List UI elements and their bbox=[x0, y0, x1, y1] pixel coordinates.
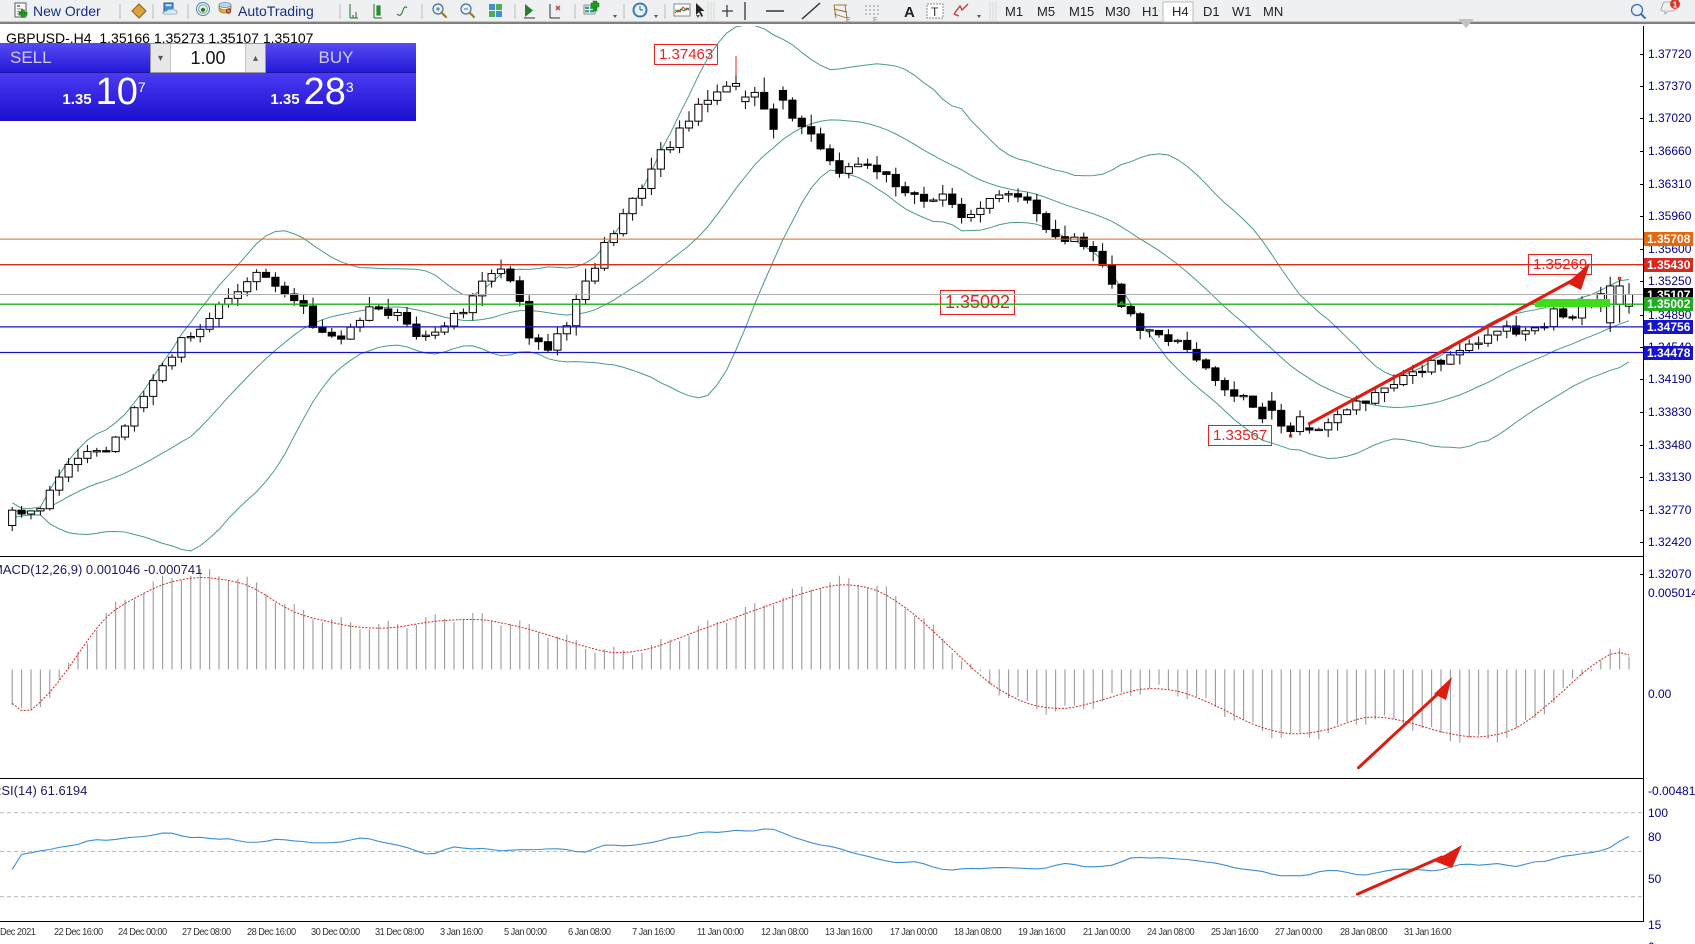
svg-text:M1: M1 bbox=[1005, 4, 1023, 19]
svg-text:W1: W1 bbox=[1232, 4, 1252, 19]
svg-text:New Order: New Order bbox=[33, 3, 101, 19]
svg-text:M30: M30 bbox=[1105, 4, 1130, 19]
svg-text:M15: M15 bbox=[1069, 4, 1094, 19]
svg-text:H1: H1 bbox=[1142, 4, 1159, 19]
svg-text:T: T bbox=[931, 5, 939, 19]
svg-text:F: F bbox=[873, 17, 877, 24]
svg-text:AutoTrading: AutoTrading bbox=[238, 3, 314, 19]
svg-text:D1: D1 bbox=[1203, 4, 1220, 19]
svg-text:A: A bbox=[904, 4, 915, 21]
svg-text:MN: MN bbox=[1263, 4, 1283, 19]
svg-text:M5: M5 bbox=[1037, 4, 1055, 19]
svg-text:1: 1 bbox=[1673, 0, 1678, 9]
svg-text:E: E bbox=[846, 17, 851, 24]
svg-text:H4: H4 bbox=[1172, 4, 1189, 19]
